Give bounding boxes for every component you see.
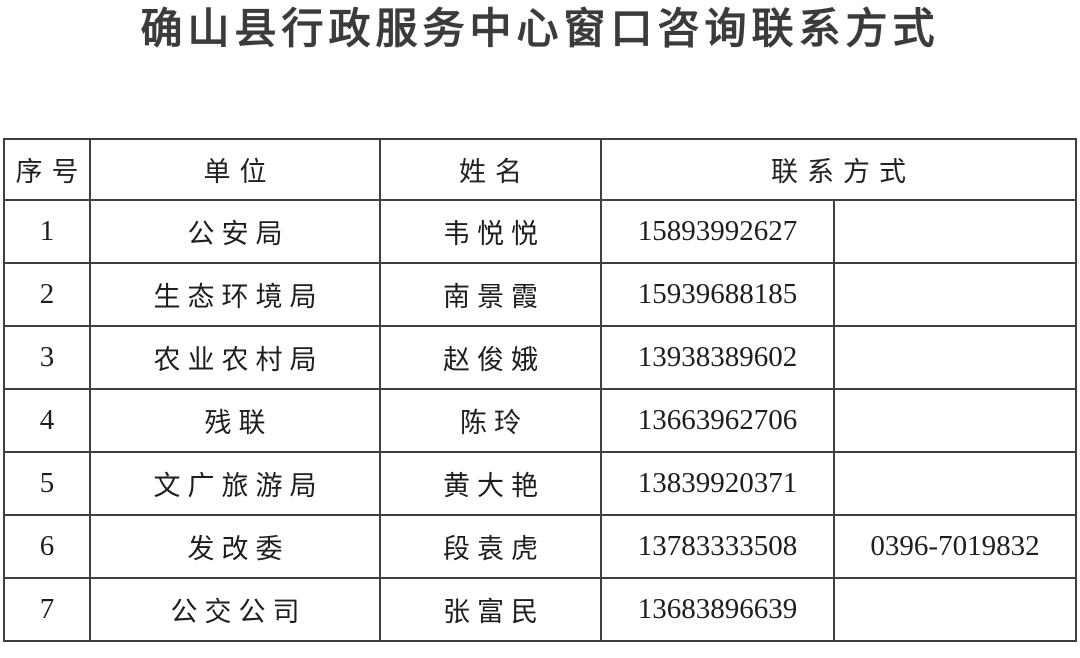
name-cell: 南景霞 bbox=[379, 262, 602, 327]
landline-cell bbox=[833, 262, 1077, 327]
unit-cell: 文广旅游局 bbox=[89, 451, 381, 516]
phone-cell: 15893992627 bbox=[600, 199, 835, 264]
unit-cell: 生态环境局 bbox=[89, 262, 381, 327]
table-row: 1 公安局 韦悦悦 15893992627 bbox=[3, 199, 1077, 264]
serial-cell: 1 bbox=[3, 199, 91, 264]
unit-cell: 农业农村局 bbox=[89, 325, 381, 390]
header-name: 姓名 bbox=[379, 138, 602, 201]
phone-cell: 13783333508 bbox=[600, 514, 835, 579]
table-row: 4 残联 陈玲 13663962706 bbox=[3, 388, 1077, 453]
name-cell: 张富民 bbox=[379, 577, 602, 642]
name-cell: 陈玲 bbox=[379, 388, 602, 453]
serial-cell: 5 bbox=[3, 451, 91, 516]
serial-cell: 6 bbox=[3, 514, 91, 579]
phone-cell: 13663962706 bbox=[600, 388, 835, 453]
serial-cell: 3 bbox=[3, 325, 91, 390]
landline-cell bbox=[833, 325, 1077, 390]
landline-cell bbox=[833, 577, 1077, 642]
landline-cell: 0396-7019832 bbox=[833, 514, 1077, 579]
landline-cell bbox=[833, 388, 1077, 453]
header-contact: 联系方式 bbox=[600, 138, 1077, 201]
name-cell: 韦悦悦 bbox=[379, 199, 602, 264]
table-row: 2 生态环境局 南景霞 15939688185 bbox=[3, 262, 1077, 327]
name-cell: 段袁虎 bbox=[379, 514, 602, 579]
unit-cell: 发改委 bbox=[89, 514, 381, 579]
phone-cell: 13839920371 bbox=[600, 451, 835, 516]
phone-cell: 13683896639 bbox=[600, 577, 835, 642]
header-row: 序号 单位 姓名 联系方式 bbox=[3, 138, 1077, 201]
phone-cell: 15939688185 bbox=[600, 262, 835, 327]
unit-cell: 公安局 bbox=[89, 199, 381, 264]
table-row: 6 发改委 段袁虎 13783333508 0396-7019832 bbox=[3, 514, 1077, 579]
phone-cell: 13938389602 bbox=[600, 325, 835, 390]
table-row: 3 农业农村局 赵俊娥 13938389602 bbox=[3, 325, 1077, 390]
table-row: 7 公交公司 张富民 13683896639 bbox=[3, 577, 1077, 642]
table-row: 5 文广旅游局 黄大艳 13839920371 bbox=[3, 451, 1077, 516]
serial-cell: 7 bbox=[3, 577, 91, 642]
landline-cell bbox=[833, 451, 1077, 516]
header-serial-number: 序号 bbox=[3, 138, 91, 201]
name-cell: 黄大艳 bbox=[379, 451, 602, 516]
landline-cell bbox=[833, 199, 1077, 264]
serial-cell: 4 bbox=[3, 388, 91, 453]
unit-cell: 公交公司 bbox=[89, 577, 381, 642]
contact-table: 序号 单位 姓名 联系方式 1 公安局 韦悦悦 15893992627 2 生态… bbox=[3, 138, 1077, 642]
document-page: 确山县行政服务中心窗口咨询联系方式 序号 单位 姓名 联系方式 1 公安局 韦悦… bbox=[3, 5, 1077, 642]
unit-cell: 残联 bbox=[89, 388, 381, 453]
name-cell: 赵俊娥 bbox=[379, 325, 602, 390]
serial-cell: 2 bbox=[3, 262, 91, 327]
header-unit: 单位 bbox=[89, 138, 381, 201]
page-title: 确山县行政服务中心窗口咨询联系方式 bbox=[140, 5, 940, 52]
